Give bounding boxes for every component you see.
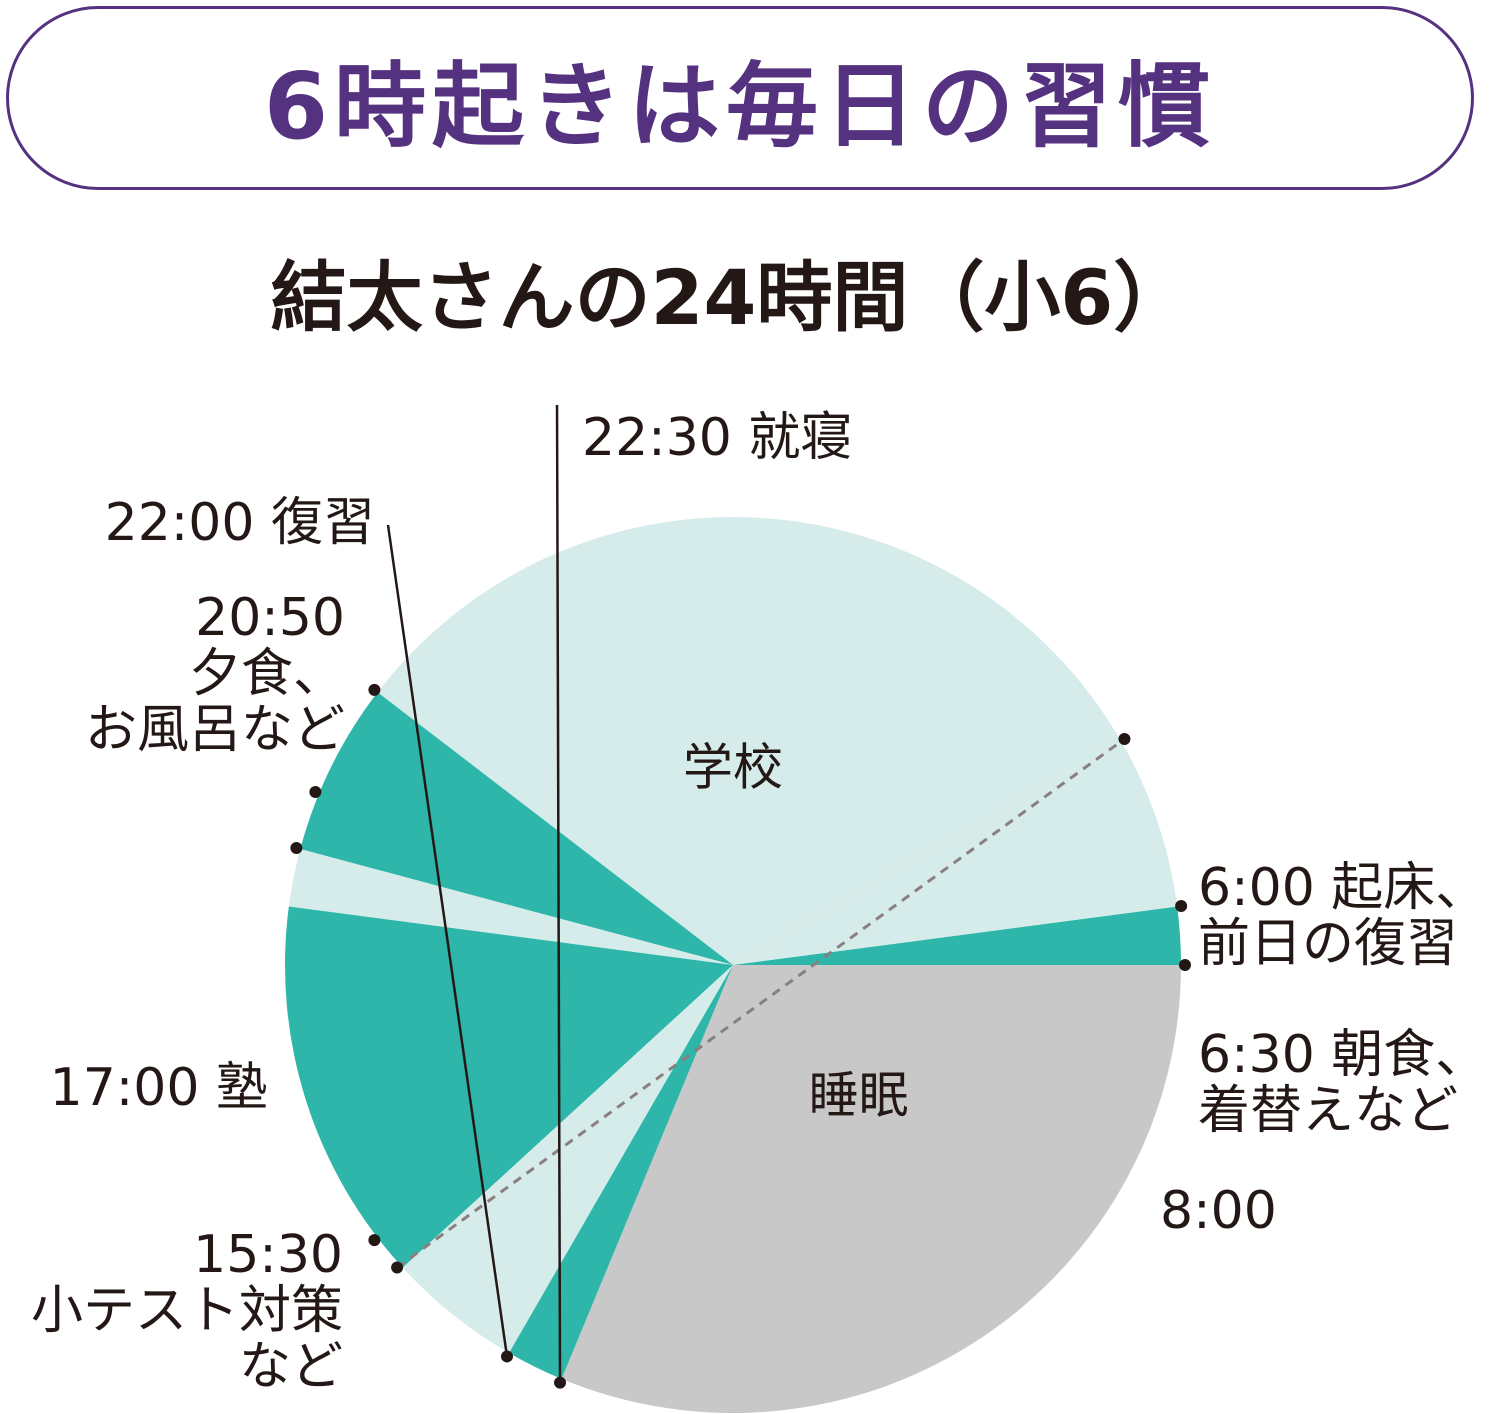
- pie-slice-4: [300, 692, 733, 965]
- title-banner: 6時起きは毎日の習慣: [6, 6, 1474, 190]
- marker-dot-2: [391, 1261, 404, 1274]
- dashed-divider: [396, 737, 1126, 1269]
- banner-title: 6時起きは毎日の習慣: [263, 52, 1216, 160]
- leader-line-0: [555, 404, 562, 1383]
- pie-slice-6: [284, 906, 733, 1268]
- annotation-label-9-2: など: [239, 1337, 343, 1397]
- marker-dot-6: [1118, 733, 1131, 745]
- pie-slice-0: [561, 965, 1181, 1414]
- segment-label-0: 睡眠: [809, 1067, 909, 1125]
- annotation-label-5-1: 着替えなど: [1198, 1081, 1458, 1141]
- marker-dot-4: [1179, 959, 1191, 971]
- pie-slice-8: [509, 965, 733, 1379]
- marker-dot-5: [1175, 900, 1188, 913]
- annotation-label-4-1: 前日の復習: [1198, 914, 1458, 974]
- marker-dot-7: [290, 842, 303, 855]
- leader-line-1: [386, 524, 509, 1357]
- annotation-label-6-0: 8:00: [1160, 1181, 1277, 1241]
- pie-slice-1: [733, 906, 1181, 965]
- annotation-label-9-1: 小テスト対策: [31, 1281, 343, 1341]
- annotation-label-2-0: 20:50: [195, 588, 345, 648]
- pie-slice-7: [402, 965, 733, 1353]
- annotation-label-4-0: 6:00 起床、: [1198, 858, 1487, 918]
- annotation-label-0-0: 22:30 就寝: [582, 408, 852, 468]
- annotation-label-9-0: 15:30: [193, 1225, 343, 1285]
- marker-dot-8: [309, 786, 322, 799]
- annotation-label-2-2: お風呂など: [85, 700, 345, 760]
- annotation-label-5-0: 6:30 朝食、: [1198, 1025, 1487, 1085]
- annotation-label-7-0: 17:00 塾: [50, 1058, 268, 1118]
- annotation-label-1-0: 22:00 復習: [105, 493, 375, 553]
- annotation-label-2-1: 夕食、: [189, 644, 345, 704]
- pie-slice-3: [377, 516, 1121, 965]
- marker-dot-3: [368, 1234, 381, 1247]
- marker-dot-9: [368, 683, 381, 696]
- segment-label-1: 学校: [683, 738, 783, 796]
- pie-slice-2: [733, 741, 1178, 965]
- pie-slice-5: [288, 849, 733, 965]
- chart-title: 結太さんの24時間（小6）: [270, 253, 1190, 342]
